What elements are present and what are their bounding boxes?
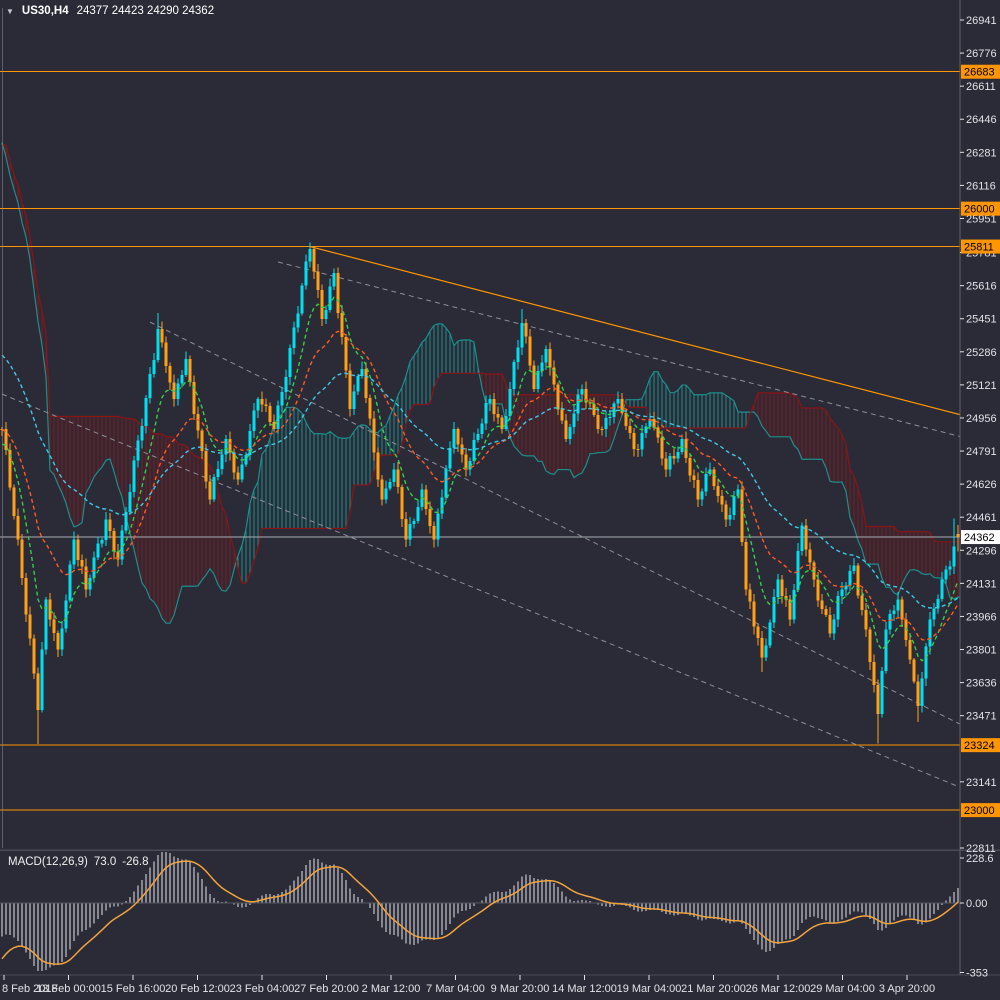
price-tick-label: 26611 [966,81,996,93]
time-tick-label: 21 Mar 20:00 [681,983,746,995]
price-tick-label: 23801 [966,645,997,657]
support-resistance-levels [0,71,960,811]
level-price-badge: 23000 [964,805,995,817]
price-tick-label: 24131 [966,578,997,590]
macd-indicator-label: MACD(12,26,9) 73.0 -26.8 [8,856,149,868]
level-price-badge: 25811 [964,242,994,254]
time-tick-label: 13 Feb 00:00 [36,983,101,995]
time-tick-label: 3 Apr 20:00 [879,983,935,995]
price-tick-label: 25616 [966,281,997,293]
price-tick-label: 25951 [966,213,997,225]
time-tick-label: 14 Mar 12:00 [552,983,617,995]
time-tick-label: 9 Mar 20:00 [491,983,550,995]
time-tick-label: 27 Feb 20:00 [294,983,359,995]
ma-fast-green [1,296,959,662]
macd-signal-value: -26.8 [122,856,149,868]
time-tick-label: 23 Feb 04:00 [230,983,295,995]
level-price-badge-bg [961,803,1000,818]
price-tick-label: 24461 [966,512,997,524]
chart-title-bar: ▼ US30,H4 24377 24423 24290 24362 [6,5,214,17]
macd-main-value: 73.0 [93,856,117,868]
ichimoku-cloud [1,142,960,624]
price-tick-label: 26446 [966,114,997,126]
price-axis: 2694126776266112644626281261162595125781… [960,15,1000,979]
orange-trendline [309,245,960,416]
time-tick-label: 26 Mar 12:00 [746,983,811,995]
level-price-badge: 26000 [964,204,995,216]
price-tick-label: 26941 [966,15,997,27]
level-price-badge: 23324 [964,740,995,752]
macd-name: MACD(12,26,9) [8,856,88,868]
level-price-badge-bg [961,201,1000,216]
level-price-badge-bg [961,738,1000,753]
macd-tick-label: 228.6 [966,853,994,865]
senkou-span-b-line [2,144,960,584]
level-price-badge: 26683 [964,67,995,79]
current-price-badge-bg [961,530,1000,545]
price-tick-label: 23966 [966,611,997,623]
time-tick-label: 7 Mar 04:00 [426,983,485,995]
price-tick-label: 23636 [966,678,997,690]
main-pane [0,71,960,811]
price-tick-label: 26116 [966,180,996,192]
price-tick-label: 23141 [966,777,997,789]
price-tick-label: 24956 [966,413,997,425]
price-tick-label: 23471 [966,711,997,723]
price-tick-label: 26776 [966,48,997,60]
price-tick-label: 24296 [966,545,997,557]
time-tick-label: 15 Feb 16:00 [101,983,166,995]
gray-dashed-trendline [149,321,960,725]
price-tick-label: 24626 [966,479,997,491]
level-price-badge-bg [961,64,1000,79]
macd-signal-line [1,860,959,965]
time-tick-label: 19 Mar 04:00 [617,983,682,995]
time-tick-label: 20 Feb 12:00 [165,983,230,995]
price-tick-label: 26281 [966,147,997,159]
time-tick-label: 29 Mar 04:00 [810,983,875,995]
candles-layer [0,242,960,744]
symbol-timeframe-label: US30,H4 [21,5,69,17]
price-tick-label: 25451 [966,314,997,326]
macd-pane [0,852,960,971]
macd-tick-label: -353 [966,967,988,979]
ma-slow-cyan [1,354,959,609]
price-tick-label: 25121 [966,380,997,392]
current-price-badge: 24362 [964,532,995,544]
senkou-span-a-line [1,142,960,624]
ohlc-values: 24377 24423 24290 24362 [76,5,215,17]
price-tick-label: 22811 [966,843,996,855]
time-tick-label: 8 Feb 2018 [2,983,58,995]
symbol-dropdown-icon[interactable]: ▼ [6,6,14,16]
gray-dashed-trendline [277,261,960,438]
macd-tick-label: 0.00 [966,898,987,910]
time-tick-label: 2 Mar 12:00 [362,983,421,995]
price-tick-label: 24791 [966,446,997,458]
level-price-badge-bg [961,239,1000,254]
price-tick-label: 25286 [966,347,997,359]
